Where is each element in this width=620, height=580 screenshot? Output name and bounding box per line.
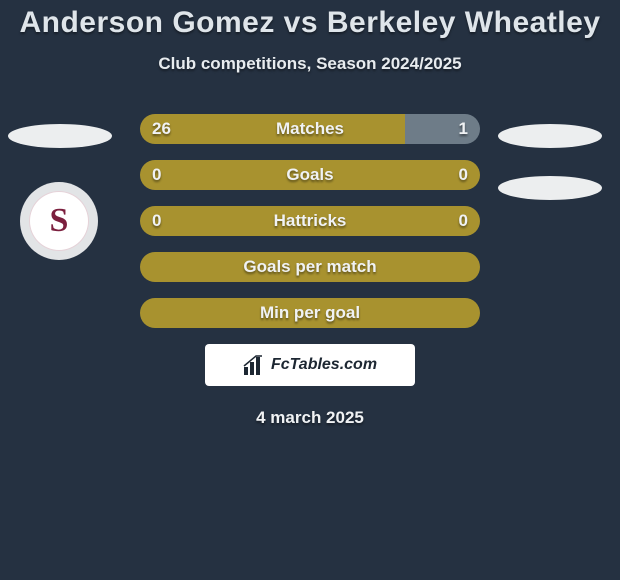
stat-bar-full bbox=[140, 160, 480, 190]
brand-box: FcTables.com bbox=[205, 344, 415, 386]
stat-bar-track bbox=[140, 114, 480, 144]
stat-bar-track bbox=[140, 298, 480, 328]
generated-date: 4 march 2025 bbox=[0, 408, 620, 428]
stat-row: Min per goal bbox=[0, 298, 620, 328]
stat-value-right: 0 bbox=[459, 206, 468, 236]
stat-bar-track bbox=[140, 252, 480, 282]
stat-value-left: 0 bbox=[152, 206, 161, 236]
stat-bar-left bbox=[140, 114, 405, 144]
stat-value-left: 26 bbox=[152, 114, 171, 144]
page-title: Anderson Gomez vs Berkeley Wheatley bbox=[0, 0, 620, 40]
bars-icon bbox=[243, 355, 265, 375]
page-subtitle: Club competitions, Season 2024/2025 bbox=[0, 54, 620, 74]
stat-bar-full bbox=[140, 252, 480, 282]
club-logo-right-placeholder bbox=[498, 176, 602, 200]
player-photo-left-placeholder bbox=[8, 124, 112, 148]
stat-bar-track bbox=[140, 206, 480, 236]
stat-bar-track bbox=[140, 160, 480, 190]
stat-value-right: 0 bbox=[459, 160, 468, 190]
brand-text: FcTables.com bbox=[271, 356, 377, 374]
stat-value-right: 1 bbox=[459, 114, 468, 144]
stat-bar-right bbox=[405, 114, 480, 144]
club-badge-left: S bbox=[20, 182, 98, 260]
club-badge-letter: S bbox=[29, 191, 89, 251]
stat-bar-full bbox=[140, 298, 480, 328]
stat-row: Goals per match bbox=[0, 252, 620, 282]
player-photo-right-placeholder bbox=[498, 124, 602, 148]
stat-bar-full bbox=[140, 206, 480, 236]
stat-value-left: 0 bbox=[152, 160, 161, 190]
